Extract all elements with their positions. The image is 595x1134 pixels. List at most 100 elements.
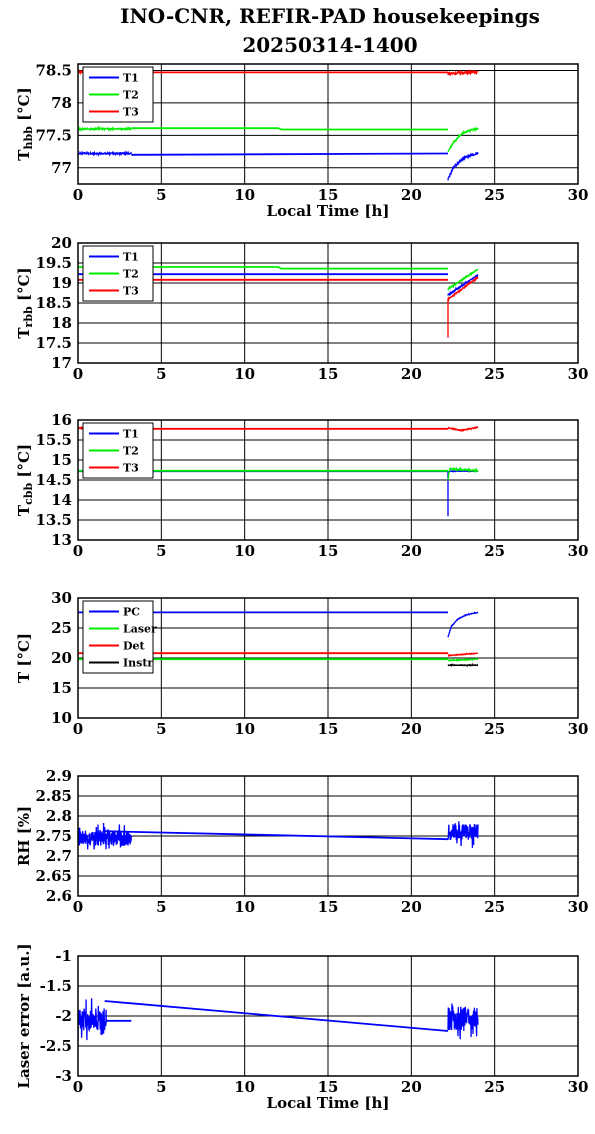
legend: T1 T2 T3	[82, 245, 154, 302]
panel-temps: 0 5 10 15 20 25 30 10 15 20 25 30 T [°C] PC Laser Det In…	[15, 589, 588, 738]
x-tick-label: 30	[568, 720, 589, 738]
plot-frame	[77, 955, 579, 1077]
y-tick-label: 2.65	[35, 867, 72, 885]
series-group	[78, 998, 479, 1042]
y-tick-label: 25	[51, 619, 72, 637]
y-tick-label: 2.7	[46, 847, 72, 865]
x-tick-label: 0	[73, 186, 83, 204]
legend-label: T1	[123, 251, 139, 264]
legend-label: T2	[123, 89, 139, 102]
figure-title-line-2: 20250314-1400	[242, 33, 417, 57]
y-tick-label: 2.85	[35, 787, 72, 805]
y-tick-label: 2.75	[35, 827, 72, 845]
series-line-t1	[131, 152, 449, 156]
y-tick-label: -1	[55, 947, 72, 965]
y-tick-label: 2.6	[46, 887, 72, 905]
series-line-t3	[447, 276, 479, 338]
x-tick-label: 5	[156, 542, 166, 560]
plot-frame	[77, 63, 579, 185]
x-tick-label: 30	[568, 186, 589, 204]
x-tick-label: 5	[156, 186, 166, 204]
x-tick-label: 15	[318, 186, 339, 204]
x-tick-label: 5	[156, 1078, 166, 1096]
x-tick-label: 25	[484, 186, 505, 204]
x-tick-label: 10	[234, 720, 255, 738]
series-line-laser	[447, 657, 479, 663]
legend-label: PC	[123, 606, 140, 619]
series-group	[78, 68, 479, 181]
series-line-t2	[78, 266, 448, 270]
y-tick-label: 77.5	[35, 126, 72, 144]
series-line-rh	[447, 821, 479, 848]
series-line-t2	[447, 126, 479, 153]
x-tick-label: 0	[73, 898, 83, 916]
y-tick-label: 18.5	[35, 294, 72, 312]
x-tick-label: 10	[234, 365, 255, 383]
y-tick-label: 14.5	[35, 471, 72, 489]
y-tick-label: 10	[51, 709, 72, 727]
series-line-t2	[447, 268, 479, 291]
legend: T1 T2 T3	[82, 66, 154, 123]
panel-thbb: 0 5 10 15 20 25 30 77 77.5 78 78.5 Local Time [h] Th…	[15, 61, 588, 220]
series-group	[78, 821, 479, 850]
y-tick-label: 15	[51, 679, 72, 697]
legend-label: T3	[123, 285, 139, 298]
series-line-t1	[447, 273, 479, 297]
y-axis-label: RH [%]	[15, 806, 33, 866]
y-tick-label: 20	[51, 234, 72, 252]
legend-label: T3	[123, 106, 139, 119]
y-axis-label: T [°C]	[15, 633, 33, 683]
series-line-t2	[78, 125, 132, 133]
x-tick-label: 30	[568, 1078, 589, 1096]
series-line-t2	[131, 127, 448, 131]
plot-frame	[77, 419, 579, 541]
y-tick-label: 30	[51, 589, 72, 607]
series-line-t1	[447, 469, 479, 517]
x-tick-label: 20	[401, 542, 422, 560]
y-tick-label: 17	[51, 354, 72, 372]
x-tick-label: 15	[318, 720, 339, 738]
legend-label: Instr	[123, 657, 153, 670]
x-tick-label: 15	[318, 898, 339, 916]
series-line-laser	[447, 1003, 479, 1040]
plot-frame	[77, 597, 579, 719]
x-tick-label: 20	[401, 365, 422, 383]
x-tick-label: 20	[401, 720, 422, 738]
legend-label: T1	[123, 428, 139, 441]
legend: T1 T2 T3	[82, 422, 154, 479]
y-tick-label: 78.5	[35, 61, 72, 79]
figure-title-line-1: INO-CNR, REFIR-PAD housekeepings	[120, 4, 540, 28]
legend-label: Det	[123, 640, 146, 653]
x-tick-label: 20	[401, 898, 422, 916]
y-axis-label: Laser error [a.u.]	[15, 943, 33, 1088]
y-tick-label: 14	[51, 491, 72, 509]
legend: PC Laser Det Instr	[82, 600, 157, 674]
plot-frame	[77, 775, 579, 897]
legend-label: T1	[123, 72, 139, 85]
x-tick-label: 10	[234, 1078, 255, 1096]
panel-tcbb: 0 5 10 15 20 25 30 13 13.5 14 14.5 15 15.5 16 Tcbb [°C…	[15, 411, 588, 560]
y-tick-label: 13	[51, 531, 72, 549]
y-axis-label: Trbb [°C]	[15, 267, 35, 338]
x-tick-label: 5	[156, 720, 166, 738]
legend-label: Laser	[123, 623, 157, 636]
series-line-pc	[447, 611, 479, 638]
x-axis-label: Local Time [h]	[267, 1094, 390, 1112]
x-tick-label: 20	[401, 1078, 422, 1096]
y-tick-label: 15	[51, 451, 72, 469]
y-tick-label: 20	[51, 649, 72, 667]
y-tick-label: 16	[51, 411, 72, 429]
plot-frame	[77, 242, 579, 364]
y-tick-label: 17.5	[35, 334, 72, 352]
x-tick-label: 25	[484, 898, 505, 916]
series-line-det	[447, 652, 479, 657]
x-tick-label: 25	[484, 720, 505, 738]
y-tick-label: 19	[51, 274, 72, 292]
panel-laser: 0 5 10 15 20 25 30 -3 -2.5 -2 -1.5 -1 Local Time [h]…	[15, 943, 588, 1112]
y-axis-label: Thbb [°C]	[15, 87, 35, 160]
panel-rh: 0 5 10 15 20 25 30 2.6 2.65 2.7 2.75 2.8 2.85 2.9 RH […	[15, 767, 588, 916]
series-line-rh	[78, 822, 132, 850]
panels: 0 5 10 15 20 25 30 77 77.5 78 78.5 Local Time [h] Th…	[15, 61, 588, 1112]
x-tick-label: 10	[234, 542, 255, 560]
